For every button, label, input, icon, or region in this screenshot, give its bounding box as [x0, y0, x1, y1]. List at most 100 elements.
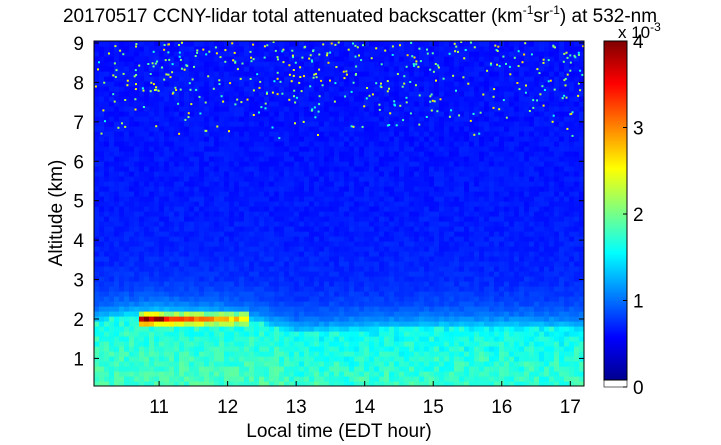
heatmap-cell: [99, 136, 105, 142]
heatmap-cell: [369, 201, 375, 207]
heatmap-cell: [289, 206, 295, 212]
heatmap-cell: [279, 276, 285, 282]
heatmap-cell: [139, 346, 145, 352]
heatmap-cell: [409, 346, 415, 352]
heatmap-cell: [279, 176, 285, 182]
heatmap-cell: [239, 161, 245, 167]
heatmap-cell: [179, 341, 185, 347]
heatmap-cell: [419, 351, 425, 357]
heatmap-cell: [324, 241, 330, 247]
heatmap-cell: [424, 261, 430, 267]
heatmap-cell: [189, 266, 195, 272]
heatmap-cell: [214, 256, 220, 262]
heatmap-cell: [319, 176, 325, 182]
heatmap-cell: [104, 186, 110, 192]
heatmap-cell: [314, 226, 320, 232]
heatmap-cell: [429, 211, 435, 217]
heatmap-cell: [369, 126, 375, 132]
heatmap-cell: [139, 171, 145, 177]
heatmap-cell: [94, 201, 100, 207]
heatmap-cell: [264, 236, 270, 242]
heatmap-cell: [144, 311, 150, 317]
heatmap-cell: [259, 141, 265, 147]
heatmap-cell: [239, 96, 245, 102]
heatmap-cell: [284, 336, 290, 342]
heatmap-cell: [144, 61, 150, 67]
heatmap-cell: [264, 56, 270, 62]
heatmap-cell: [144, 376, 150, 382]
heatmap-cell: [424, 211, 430, 217]
heatmap-cell: [279, 96, 285, 102]
heatmap-cell: [284, 151, 290, 157]
heatmap-cell: [304, 341, 310, 347]
heatmap-cell: [424, 191, 430, 197]
heatmap-cell: [329, 106, 335, 112]
heatmap-cell: [404, 331, 410, 337]
heatmap-cell: [379, 116, 385, 122]
heatmap-cell: [154, 361, 160, 367]
heatmap-cell: [164, 131, 170, 137]
heatmap-cell: [124, 341, 130, 347]
heatmap-cell: [154, 321, 160, 327]
heatmap-cell: [429, 226, 435, 232]
heatmap-cell: [434, 91, 440, 97]
heatmap-cell: [264, 211, 270, 217]
heatmap-cell: [314, 156, 320, 162]
heatmap-cell: [264, 361, 270, 367]
heatmap-cell: [94, 96, 100, 102]
heatmap-cell: [279, 301, 285, 307]
heatmap-cell: [109, 381, 115, 386]
heatmap-cell: [259, 241, 265, 247]
heatmap-cell: [164, 366, 170, 372]
heatmap-cell: [214, 311, 220, 317]
heatmap-cell: [329, 361, 335, 367]
heatmap-cell: [444, 51, 450, 57]
heatmap-cell: [134, 106, 140, 112]
heatmap-cell: [204, 351, 210, 357]
heatmap-cell: [214, 206, 220, 212]
heatmap-cell: [404, 301, 410, 307]
heatmap-cell: [369, 216, 375, 222]
heatmap-cell: [359, 351, 365, 357]
heatmap-cell: [174, 136, 180, 142]
heatmap-cell: [159, 221, 165, 227]
heatmap-cell: [234, 296, 240, 302]
heatmap-cell: [244, 86, 250, 92]
heatmap-cell: [199, 306, 205, 312]
heatmap-cell: [169, 206, 175, 212]
heatmap-cell: [249, 276, 255, 282]
heatmap-cell: [179, 216, 185, 222]
heatmap-cell: [319, 156, 325, 162]
heatmap-cell: [224, 76, 230, 82]
heatmap-cell: [189, 301, 195, 307]
heatmap-cell: [254, 326, 260, 332]
heatmap-cell: [169, 146, 175, 152]
heatmap-cell: [124, 131, 130, 137]
heatmap-cell: [419, 366, 425, 372]
heatmap-cell: [344, 141, 350, 147]
heatmap-cell: [439, 146, 445, 152]
heatmap-cell: [219, 101, 225, 107]
heatmap-cell: [379, 301, 385, 307]
heatmap-cell: [244, 106, 250, 112]
heatmap-cell: [389, 86, 395, 92]
heatmap-cell: [169, 171, 175, 177]
heatmap-cell: [344, 246, 350, 252]
heatmap-cell: [299, 366, 305, 372]
heatmap-cell: [394, 76, 400, 82]
heatmap-cell: [339, 56, 345, 62]
heatmap-cell: [99, 276, 105, 282]
heatmap-cell: [349, 46, 355, 52]
heatmap-cell: [304, 351, 310, 357]
heatmap-cell: [154, 331, 160, 337]
heatmap-cell: [274, 281, 280, 287]
heatmap-cell: [259, 341, 265, 347]
heatmap-cell: [239, 46, 245, 52]
heatmap-cell: [169, 346, 175, 352]
heatmap-cell: [239, 326, 245, 332]
heatmap-cell: [384, 101, 390, 107]
heatmap-cell: [389, 301, 395, 307]
heatmap-cell: [259, 246, 265, 252]
heatmap-cell: [174, 346, 180, 352]
heatmap-cell: [409, 156, 415, 162]
